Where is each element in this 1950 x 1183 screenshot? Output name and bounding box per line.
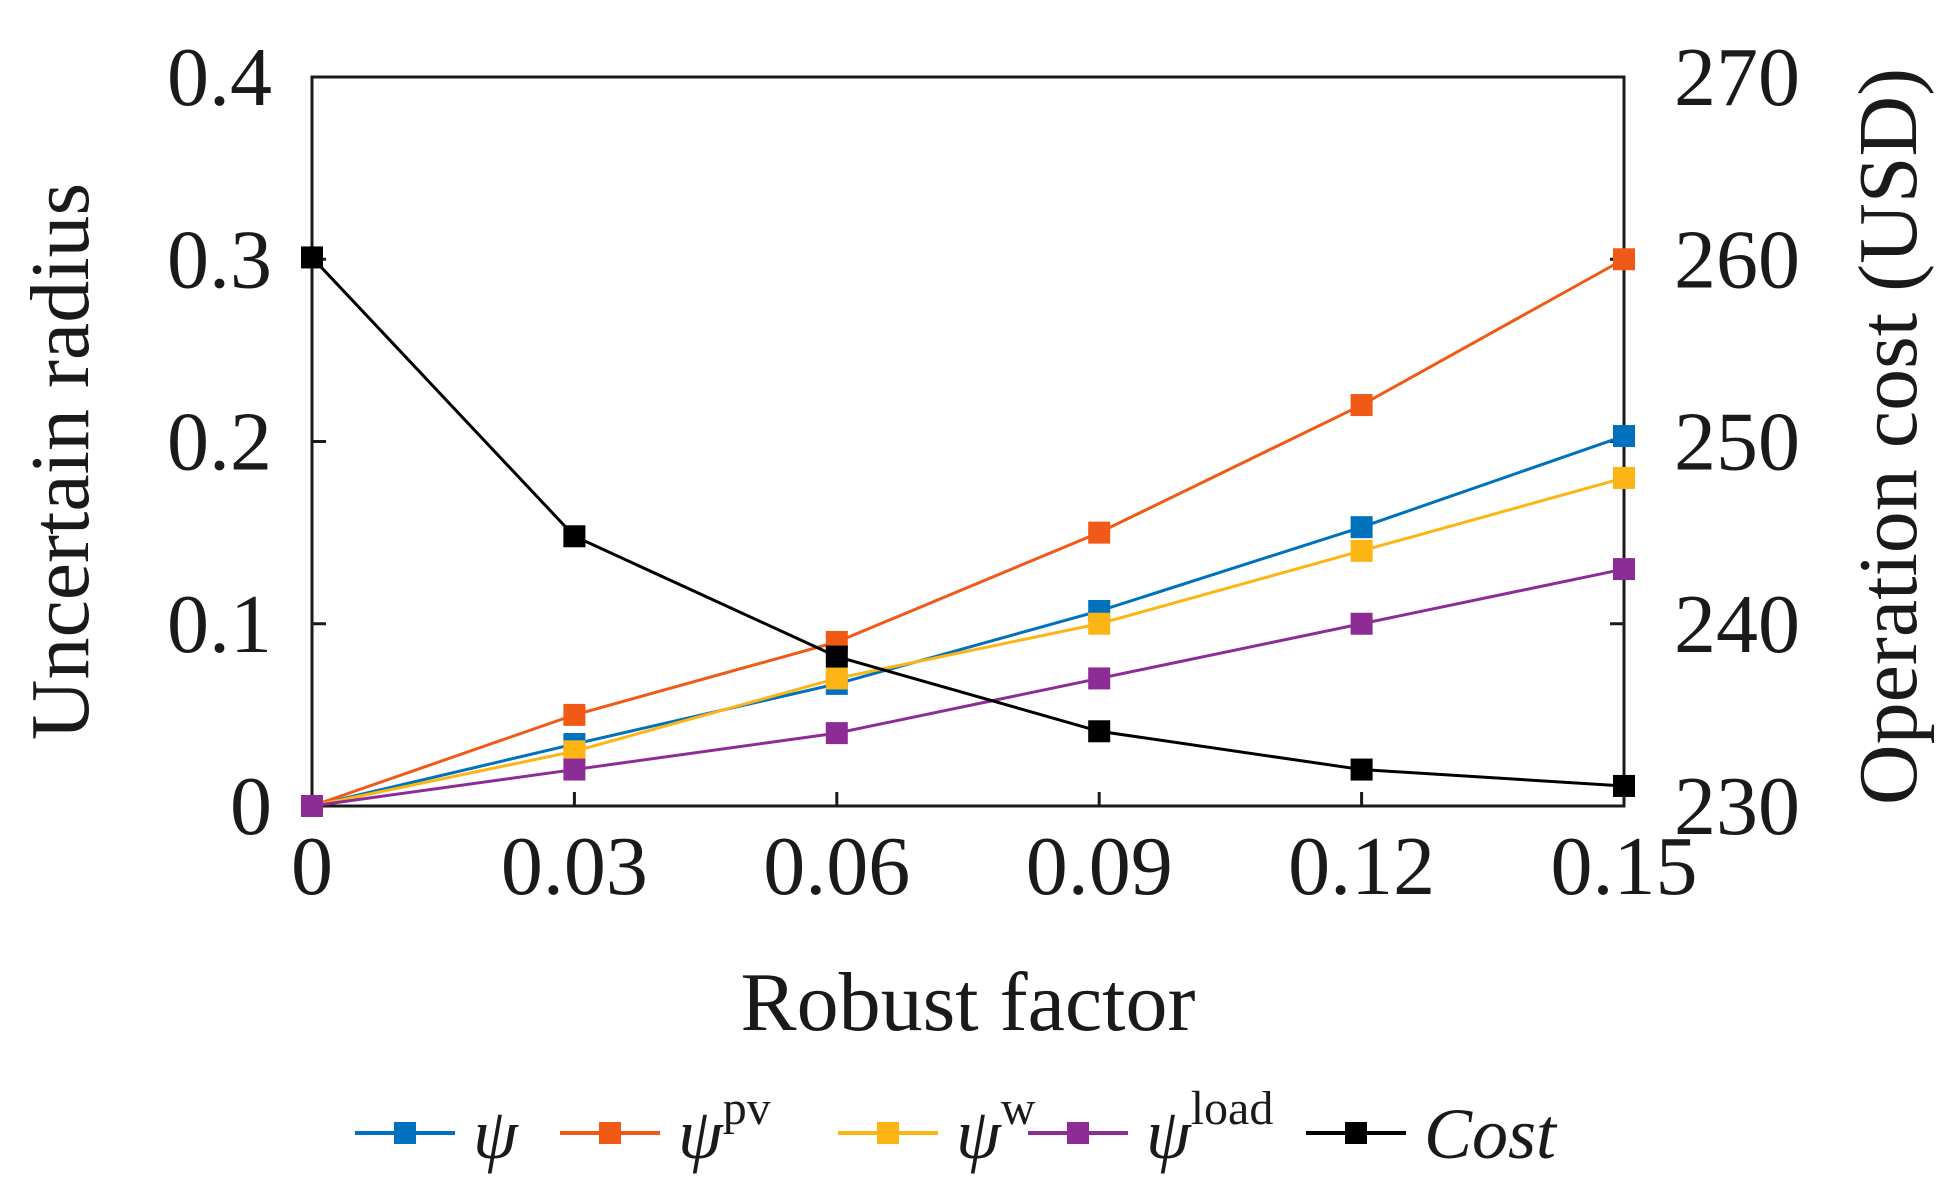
y-tick-label: 0 [230, 760, 272, 853]
y2-tick-label: 230 [1674, 760, 1800, 853]
marker-cost [1613, 774, 1635, 797]
marker-psi_load [301, 795, 323, 817]
marker-psi_pv [1350, 394, 1373, 417]
marker-psi [1350, 516, 1373, 539]
marker-psi [1613, 425, 1635, 448]
y2-tick-label: 240 [1674, 578, 1800, 671]
y-tick-label: 0.2 [167, 396, 272, 489]
legend-label-psi: ψ [473, 1094, 519, 1174]
legend-label-psi_load: ψload [1146, 1082, 1273, 1174]
plot-frame [310, 75, 1626, 808]
marker-psi_pv [563, 703, 586, 726]
legend-superscript-psi_load: load [1191, 1082, 1274, 1135]
marker-psi_pv [1088, 521, 1111, 544]
legend-label-psi_w: ψw [956, 1082, 1036, 1174]
marker-psi_w [1613, 466, 1635, 489]
y-axis-title: Uncertain radius [14, 183, 107, 740]
marker-cost [563, 525, 586, 548]
x-tick-label: 0.15 [1551, 820, 1698, 913]
legend-marker-psi_w [877, 1122, 899, 1144]
y2-tick-label: 260 [1674, 213, 1800, 306]
y-tick-label: 0.4 [167, 31, 272, 124]
marker-psi_w [1350, 539, 1373, 562]
marker-psi_load [1088, 667, 1111, 690]
y2-axis-title: Operation cost (USD) [1842, 68, 1935, 805]
marker-psi_load [1350, 612, 1373, 635]
series-line-cost [310, 256, 1625, 788]
series-line-psi_pv [311, 257, 1625, 808]
legend-marker-psi_pv [599, 1122, 621, 1144]
legend-marker-psi [394, 1122, 416, 1144]
x-tick-label: 0.09 [1026, 820, 1173, 913]
marker-psi_w [825, 667, 848, 690]
legend-label-cost: Cost [1424, 1094, 1558, 1174]
y2-tick-label: 250 [1674, 396, 1800, 489]
legend-marker-cost [1345, 1122, 1367, 1144]
x-tick-label: 0.03 [501, 820, 648, 913]
x-axis-title: Robust factor [741, 956, 1196, 1049]
marker-psi_w [1088, 612, 1111, 635]
series-line-psi_w [311, 476, 1625, 808]
legend-marker-psi_load [1067, 1122, 1089, 1144]
x-tick-label: 0.06 [763, 820, 910, 913]
y2-tick-label: 270 [1674, 31, 1800, 124]
legend-label-psi_pv: ψpv [678, 1082, 771, 1174]
marker-psi_load [825, 722, 848, 745]
marker-psi_w [563, 740, 586, 763]
x-tick-label: 0 [291, 820, 333, 913]
marker-psi_load [563, 758, 586, 781]
y-tick-label: 0.3 [167, 213, 272, 306]
marker-psi_load [1613, 558, 1635, 581]
legend-superscript-psi_w: w [1001, 1082, 1036, 1135]
marker-cost [301, 246, 323, 269]
marker-psi_pv [1613, 248, 1635, 271]
marker-cost [1088, 720, 1111, 743]
marker-cost [825, 645, 848, 668]
marker-cost [1350, 758, 1373, 781]
y-tick-label: 0.1 [167, 578, 272, 671]
series-line-psi [311, 434, 1625, 808]
series-line-psi_load [311, 567, 1625, 808]
x-tick-label: 0.12 [1288, 820, 1435, 913]
legend-superscript-psi_pv: pv [723, 1082, 771, 1135]
